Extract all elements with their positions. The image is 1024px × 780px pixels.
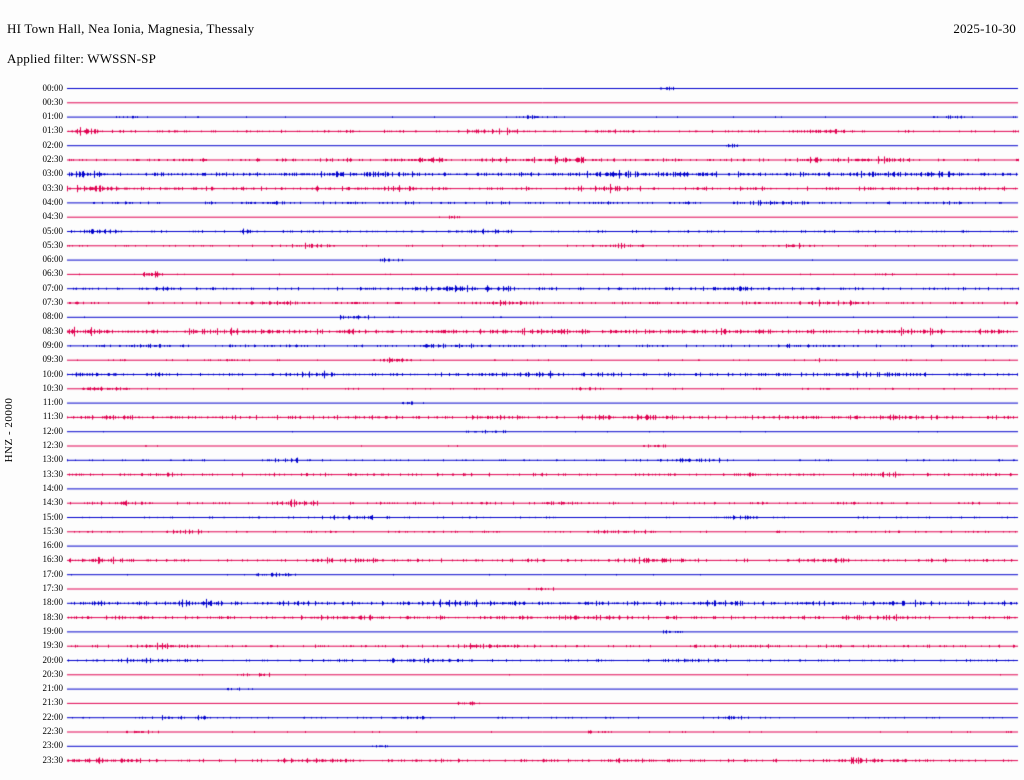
time-tick-label: 09:30: [42, 354, 63, 365]
time-tick-label: 04:00: [42, 196, 63, 207]
time-tick-label: 22:30: [42, 726, 63, 736]
time-tick-label: 15:30: [42, 525, 63, 536]
time-tick-label: 07:30: [42, 297, 63, 307]
time-tick-label: 20:30: [42, 668, 63, 679]
time-tick-label: 00:00: [42, 82, 63, 93]
time-tick-label: 03:30: [42, 182, 63, 193]
time-tick-label: 19:00: [42, 625, 63, 636]
time-tick-label: 22:00: [42, 711, 63, 722]
time-tick-label: 04:30: [42, 211, 63, 222]
time-tick-label: 01:30: [42, 125, 63, 136]
time-tick-label: 05:00: [42, 225, 63, 236]
time-tick-label: 10:30: [42, 382, 63, 393]
time-tick-label: 21:00: [42, 683, 63, 694]
time-tick-label: 05:30: [42, 239, 63, 250]
time-tick-label: 11:00: [42, 397, 63, 408]
time-tick-label: 03:00: [42, 168, 63, 179]
time-tick-label: 13:30: [42, 468, 63, 479]
time-tick-label: 02:30: [42, 154, 63, 164]
time-tick-label: 06:00: [42, 254, 63, 265]
time-tick-label: 12:00: [42, 425, 63, 436]
time-tick-label: 18:00: [42, 597, 63, 608]
time-tick-label: 13:00: [42, 454, 63, 465]
time-tick-label: 16:00: [42, 540, 63, 551]
time-tick-label: 16:30: [42, 554, 63, 565]
time-tick-label: 21:30: [42, 697, 63, 708]
time-tick-label: 07:00: [42, 282, 63, 293]
time-tick-label: 02:00: [42, 139, 63, 150]
time-tick-label: 08:00: [42, 311, 63, 322]
time-tick-label: 11:30: [42, 411, 63, 422]
time-tick-label: 14:30: [42, 497, 63, 508]
time-tick-label: 20:00: [42, 654, 63, 665]
time-tick-label: 12:30: [42, 440, 63, 450]
time-tick-label: 15:00: [42, 511, 63, 522]
time-tick-label: 01:00: [42, 111, 63, 122]
time-tick-label: 08:30: [42, 325, 63, 336]
time-tick-label: 19:30: [42, 640, 63, 651]
time-tick-label: 17:00: [42, 568, 63, 579]
time-tick-label: 23:00: [42, 740, 63, 751]
time-tick-label: 06:30: [42, 268, 63, 279]
time-tick-label: 00:30: [42, 96, 63, 107]
time-tick-label: 17:30: [42, 583, 63, 593]
time-tick-label: 23:30: [42, 754, 63, 765]
time-tick-label: 14:00: [42, 482, 63, 493]
time-tick-label: 18:30: [42, 611, 63, 622]
time-tick-label: 10:00: [42, 368, 63, 379]
time-tick-label: 09:00: [42, 339, 63, 350]
